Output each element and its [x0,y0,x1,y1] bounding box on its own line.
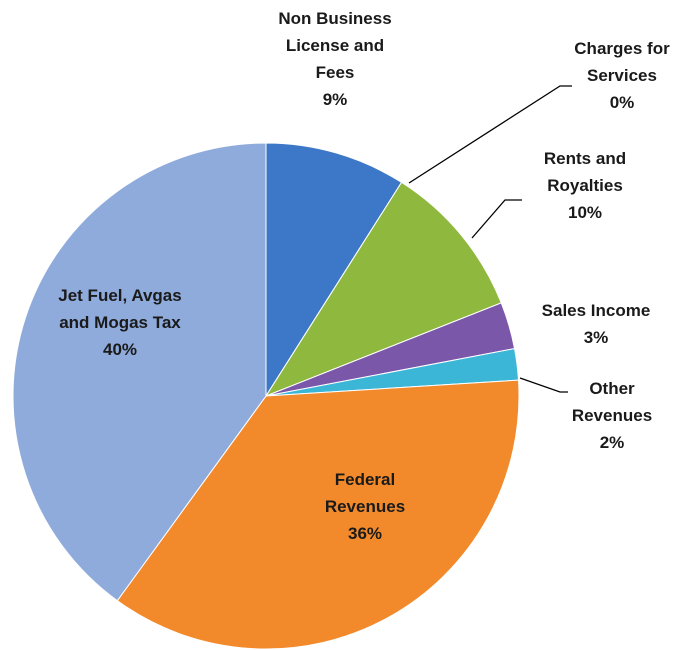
category-label: Jet Fuel, Avgas and Mogas Tax [58,286,182,332]
slice-label: Federal Revenues 36% [300,466,430,547]
category-label: Rents and Royalties [543,149,627,195]
leader-line [519,377,568,393]
slice-label: Other Revenues 2% [562,375,662,456]
category-label: Other Revenues [571,379,653,425]
value-label: 36% [347,524,383,543]
slice-label: Non Business License and Fees 9% [265,5,405,113]
value-label: 9% [322,90,348,109]
pie-slice [264,181,502,398]
leader-line [408,85,572,184]
category-label: Non Business License and Fees [278,9,392,82]
value-label: 10% [567,203,603,222]
pie-slice [116,379,520,650]
category-label: Federal Revenues [324,470,406,516]
slice-label: Charges for Services 0% [557,35,687,116]
category-label: Charges for Services [574,39,670,85]
slice-label: Jet Fuel, Avgas and Mogas Tax 40% [50,282,190,363]
pie-slice [12,142,267,602]
category-label: Sales Income [541,301,651,320]
value-label: 2% [599,433,625,452]
slice-label: Rents and Royalties 10% [530,145,640,226]
value-label: 3% [583,328,609,347]
pie-slice [265,142,403,398]
value-label: 0% [609,93,635,112]
value-label: 40% [102,340,138,359]
slice-label: Sales Income 3% [521,297,671,351]
leader-line [471,199,522,239]
slices [12,142,520,650]
